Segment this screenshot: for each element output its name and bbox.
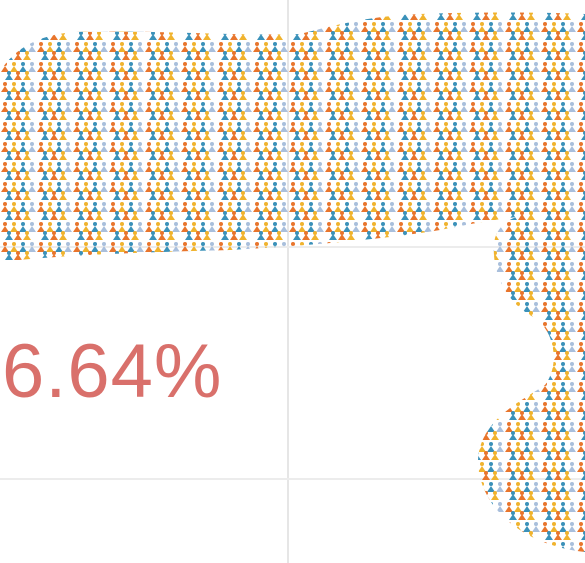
grid-divider-horizontal-bottom	[0, 478, 585, 480]
pattern-region-top	[0, 12, 585, 262]
grid-divider-horizontal-top	[0, 246, 585, 248]
grid-divider-vertical	[287, 0, 289, 563]
pattern-region-right	[478, 211, 585, 553]
percentage-value: 6.64%	[2, 329, 223, 414]
